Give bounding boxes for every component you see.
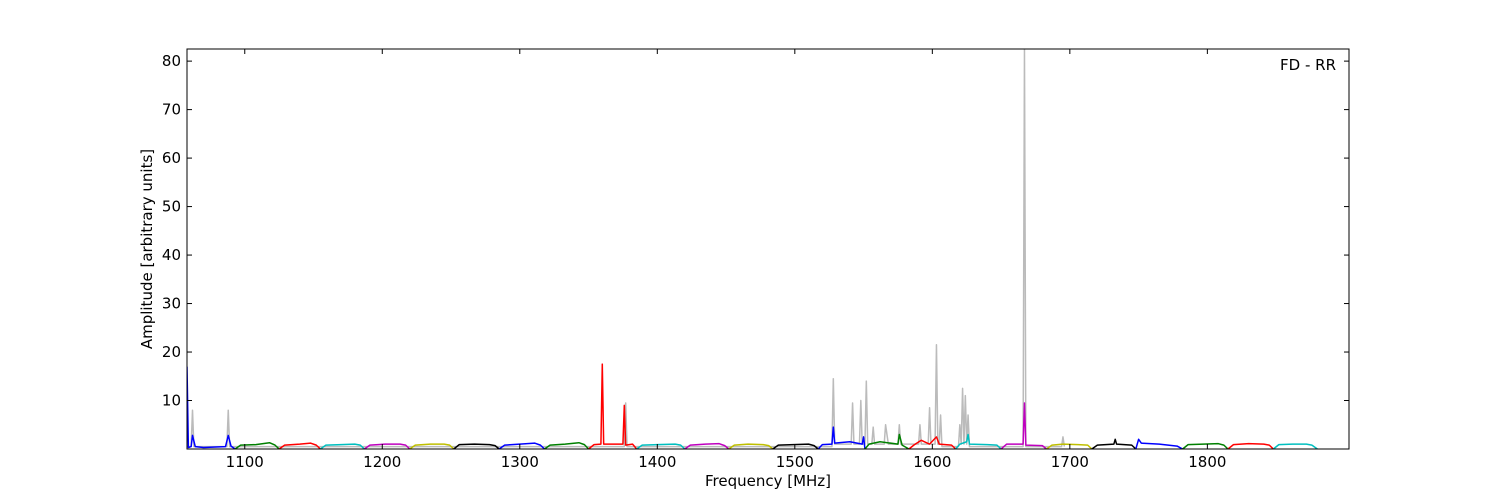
y-tick-label: 10: [162, 392, 181, 410]
series-line: [187, 49, 1066, 448]
plot-frame: [186, 48, 1350, 450]
y-tick-label: 30: [162, 295, 181, 313]
y-tick-label: 70: [162, 101, 181, 119]
series-line: [278, 442, 321, 449]
x-tick-label: 1800: [1188, 453, 1226, 471]
series-line: [684, 442, 730, 449]
series-line: [817, 426, 866, 449]
series-line: [544, 441, 590, 449]
y-tick-label: 60: [162, 149, 181, 167]
series-line: [409, 443, 455, 449]
y-tick-label: 50: [162, 198, 181, 216]
series-line: [636, 443, 686, 449]
x-tick-label: 1400: [638, 453, 676, 471]
x-tick-label: 1700: [1051, 453, 1089, 471]
x-tick-label: 1500: [776, 453, 814, 471]
series-line: [772, 443, 819, 449]
y-tick-label: 80: [162, 52, 181, 70]
series-line: [728, 443, 774, 449]
series-line: [1227, 442, 1274, 449]
annotation: FD - RR: [1280, 56, 1336, 74]
y-tick-label: 20: [162, 343, 181, 361]
x-tick-label: 1200: [363, 453, 401, 471]
series-line: [363, 443, 411, 449]
series-line: [1272, 443, 1318, 449]
x-tick-label: 1300: [501, 453, 539, 471]
plot-lines: [187, 49, 1318, 449]
series-line: [187, 366, 236, 449]
series-line: [1091, 438, 1137, 449]
series-line: [1000, 402, 1047, 449]
series-line: [1046, 443, 1093, 449]
series-line: [453, 443, 500, 449]
series-line: [319, 443, 365, 449]
series-line: [588, 363, 638, 449]
series-line: [1135, 438, 1183, 449]
x-axis-label: Frequency [MHz]: [705, 472, 831, 490]
y-tick-label: 40: [162, 246, 181, 264]
series-line: [1182, 442, 1229, 449]
y-axis-label: Amplitude [arbitrary units]: [138, 149, 156, 349]
x-tick-label: 1100: [226, 453, 264, 471]
series-line: [908, 436, 957, 449]
series-line: [498, 442, 546, 449]
series-line: [234, 441, 280, 449]
series-line: [955, 433, 1002, 449]
x-tick-label: 1600: [913, 453, 951, 471]
series-line: [864, 433, 910, 449]
